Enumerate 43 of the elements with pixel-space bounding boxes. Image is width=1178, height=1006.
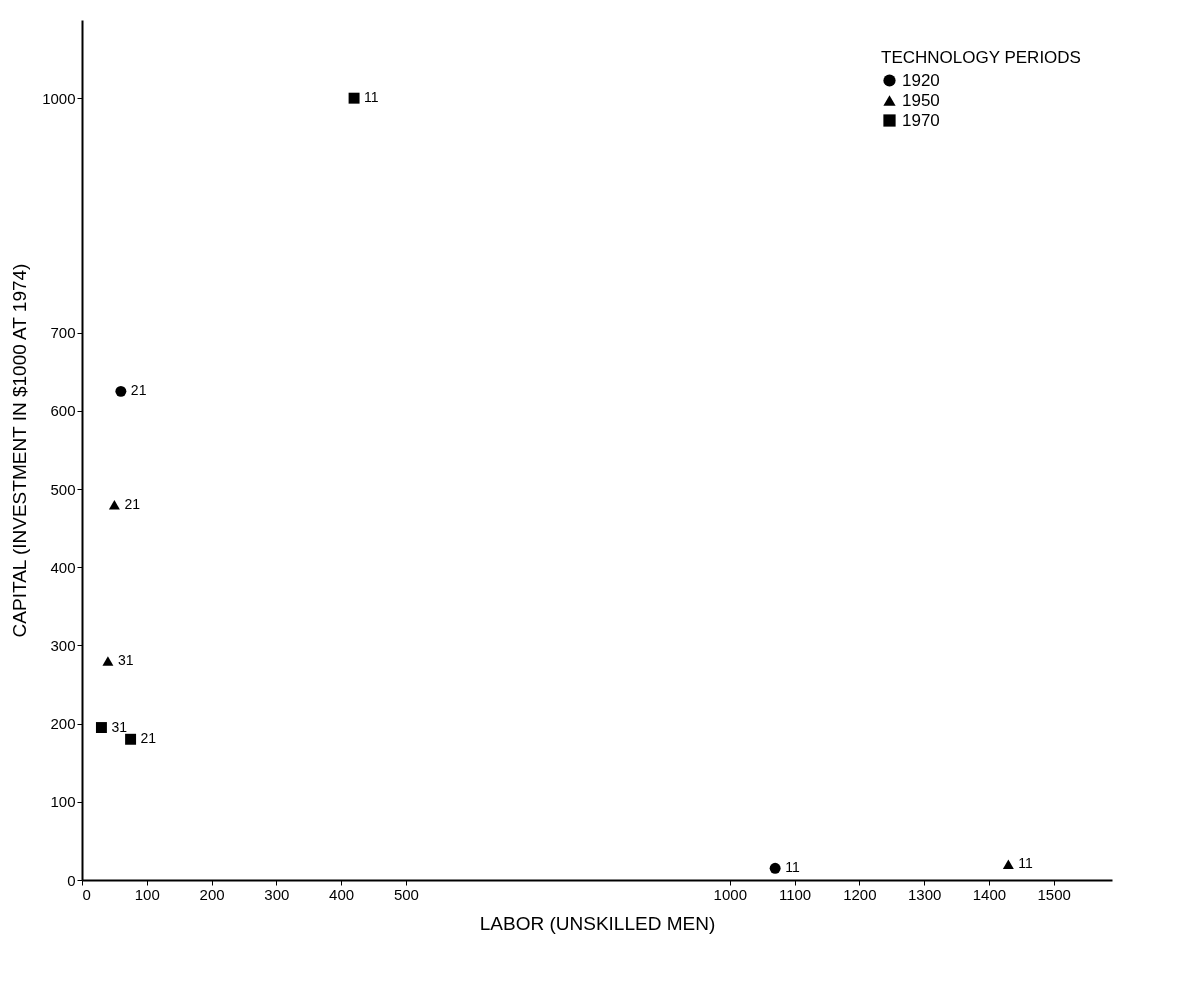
point bbox=[125, 733, 137, 745]
annotation: 31 bbox=[117, 652, 134, 669]
y-tick-label: 500 bbox=[50, 480, 76, 498]
y-tick-label: 200 bbox=[50, 715, 76, 733]
x-tick-label: 1500 bbox=[1037, 885, 1071, 903]
x-tick-label: 1400 bbox=[972, 885, 1007, 903]
x-tick-label: 500 bbox=[393, 885, 419, 903]
point bbox=[348, 92, 360, 104]
legend-title: TECHNOLOGY PERIODS bbox=[881, 48, 1081, 67]
annotation: 11 bbox=[364, 89, 379, 106]
point bbox=[769, 862, 781, 874]
point bbox=[1002, 859, 1014, 870]
annotation: 21 bbox=[130, 382, 147, 399]
x-tick-label: 200 bbox=[199, 885, 225, 903]
x-tick-label: 0 bbox=[82, 885, 91, 903]
y-tick-label: 300 bbox=[50, 636, 76, 654]
y-tick-label: 400 bbox=[50, 558, 76, 576]
annotation: 31 bbox=[111, 718, 128, 735]
x-tick-label: 1200 bbox=[843, 885, 877, 903]
point bbox=[102, 656, 114, 666]
annotation: 11 bbox=[1018, 855, 1034, 872]
y-tick-label: 700 bbox=[50, 324, 76, 342]
y-tick-label: 1000 bbox=[42, 89, 76, 107]
x-tick-label: 1000 bbox=[713, 885, 747, 903]
legend-label: 1920 bbox=[902, 70, 940, 90]
y-tick-label: 0 bbox=[67, 871, 76, 889]
x-tick-label: 1100 bbox=[778, 885, 812, 903]
point bbox=[108, 499, 120, 510]
x-tick-label: 1300 bbox=[907, 885, 942, 903]
point bbox=[95, 722, 107, 734]
y-tick-label: 600 bbox=[50, 402, 76, 420]
x-axis-title: LABOR (UNSKILLED MEN) bbox=[479, 912, 716, 934]
y-tick-label: 100 bbox=[50, 793, 76, 811]
annotation: 11 bbox=[785, 859, 800, 876]
annotation: 21 bbox=[124, 495, 141, 512]
x-tick-label: 400 bbox=[329, 885, 355, 903]
x-tick-label: 300 bbox=[264, 885, 290, 903]
y-axis-title: CAPITAL (INVESTMENT IN $1000 AT 1974) bbox=[9, 263, 31, 638]
legend-label: 1950 bbox=[902, 90, 940, 110]
annotation: 21 bbox=[140, 730, 157, 747]
point bbox=[115, 385, 127, 397]
legend-label: 1970 bbox=[902, 110, 940, 130]
x-tick-label: 100 bbox=[134, 885, 160, 903]
